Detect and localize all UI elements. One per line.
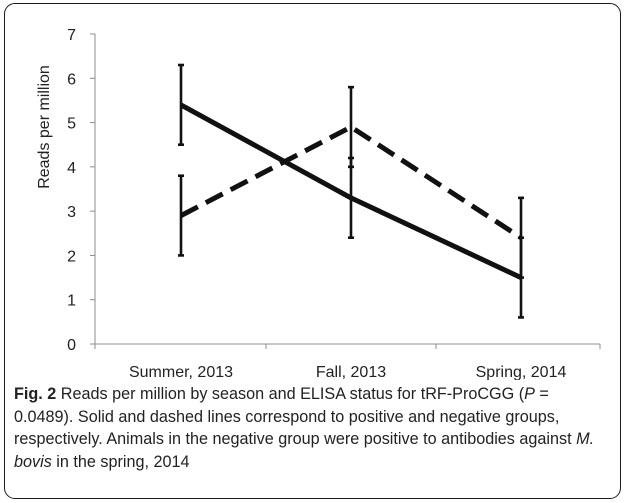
figure-label: Fig. 2 — [14, 385, 57, 403]
x-tick-label: Summer, 2013 — [129, 364, 233, 380]
y-tick-label: 0 — [67, 337, 76, 354]
figure-caption: Fig. 2 Reads per million by season and E… — [14, 383, 610, 473]
y-tick-label: 6 — [67, 71, 76, 88]
caption-text-2: = 0.0489). Solid and dashed lines corres… — [14, 385, 577, 448]
y-tick-label: 5 — [67, 116, 76, 133]
error-bar — [178, 174, 184, 257]
figure-frame — [4, 3, 621, 499]
y-tick-label: 7 — [67, 27, 76, 44]
species-name: M. bovis — [14, 430, 595, 471]
y-tick-label: 4 — [67, 160, 76, 177]
error-bars — [178, 63, 524, 319]
x-tick-label: Spring, 2014 — [476, 364, 567, 380]
error-bar — [178, 63, 184, 147]
p-value-symbol: P — [524, 385, 535, 403]
error-bar — [348, 85, 354, 169]
y-tick-label: 3 — [67, 204, 76, 221]
x-tick-label: Fall, 2013 — [316, 364, 386, 380]
y-axis-title: Reads per million — [36, 65, 53, 189]
y-tick-label: 2 — [67, 248, 76, 265]
x-axis: Summer, 2013 Fall, 2013 Spring, 2014 — [94, 343, 601, 380]
line-chart: 0 1 2 3 4 5 6 7 Summer, 2013 Fall, 2013 Spring, 2… — [36, 27, 601, 380]
y-tick-label: 1 — [67, 293, 76, 310]
caption-text-1: Reads per million by season and ELISA st… — [56, 385, 525, 403]
y-axis: 0 1 2 3 4 5 6 7 — [67, 27, 96, 354]
error-bar — [518, 196, 524, 279]
dashed-series-line — [179, 124, 523, 240]
caption-text-3: in the spring, 2014 — [51, 452, 190, 471]
